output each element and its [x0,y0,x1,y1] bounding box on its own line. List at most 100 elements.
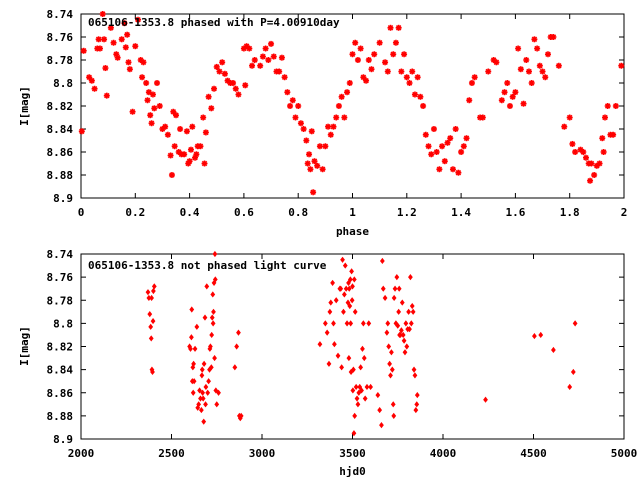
phased-data-point [384,68,391,75]
phased-y-tick-label: 8.86 [47,146,74,159]
unphased-data-point [350,283,355,290]
phased-data-point [183,128,190,135]
phased-data-point [447,135,454,142]
unphased-data-point [150,317,156,325]
unphased-y-tick-label: 8.82 [47,341,74,354]
phased-data-point [173,112,180,119]
phased-y-tick-label: 8.88 [47,169,74,182]
unphased-y-tick-label: 8.9 [53,433,73,446]
unphased-data-point [341,291,347,298]
unphased-y-tick-label: 8.78 [47,294,74,307]
phased-data-point [221,70,228,77]
unphased-data-point [145,289,151,296]
phased-data-point [441,158,448,165]
phased-data-point [536,62,543,69]
unphased-data-point [353,383,359,391]
phased-data-point [181,151,188,158]
phased-data-point [147,112,154,119]
unphased-data-point [391,412,397,419]
unphased-data-point [346,285,352,292]
unphased-x-tick-label: 3000 [249,447,276,460]
unphased-data-point [361,354,367,362]
phased-data-point [211,85,218,92]
unphased-data-point [357,383,363,391]
unphased-data-point [360,320,366,327]
unphased-data-point [188,345,193,352]
phased-data-point [322,143,329,150]
phased-data-point [95,36,102,43]
unphased-data-point [338,285,344,292]
unphased-y-tick-label: 8.76 [47,271,74,284]
unphased-data-point [407,326,412,333]
phased-data-point [177,126,184,132]
phased-data-point [168,172,175,178]
phased-data-point [479,114,486,121]
unphased-data-point [202,314,208,321]
phased-data-point [235,91,242,98]
phased-data-point [187,146,194,153]
unphased-data-point [532,333,537,340]
phased-data-point [392,39,399,46]
phased-data-point [409,68,416,75]
unphased-data-point [411,366,417,373]
phased-x-tick-label: 0.2 [125,206,145,219]
unphased-data-point [352,308,358,315]
unphased-data-point [194,323,200,330]
phased-data-point [401,51,408,58]
phased-data-point [463,135,470,142]
phased-data-point [216,68,223,75]
unphased-chart-title: 065106-1353.8 not phased light curve [88,259,327,272]
unphased-data-point [340,256,345,263]
phased-data-point [78,128,85,135]
phased-data-point [501,89,508,96]
phased-data-point [251,57,258,63]
unphased-data-point [324,329,330,336]
unphased-data-point [350,387,356,394]
unphased-data-point [379,422,384,429]
phased-data-point [330,123,337,130]
phased-data-point [171,143,178,150]
phased-data-point [498,97,505,104]
unphased-data-point [208,364,214,371]
unphased-data-point [385,320,391,327]
phased-data-point [449,166,456,173]
phased-data-point [276,68,283,75]
unphased-data-point [387,360,392,367]
phased-data-point [193,151,200,158]
phased-data-point [354,57,361,63]
phased-data-point [103,92,110,99]
unphased-data-point [203,383,209,391]
unphased-plot-panel: 2000 2500 3000 3500 4000 4500 5000 8.74 8.76 8.78… [18,248,637,478]
phased-x-tick-label: 0 [78,206,85,219]
unphased-data-point [410,308,416,315]
unphased-data-point [344,320,350,327]
phased-data-point [387,24,394,31]
phased-data-point [122,44,129,51]
unphased-data-point [212,276,218,283]
unphased-data-point [413,407,419,414]
unphased-y-tick-label: 8.88 [47,410,74,423]
phased-data-point [297,120,304,127]
unphased-data-point [414,401,420,408]
phased-x-tick-label: 0.4 [180,206,200,219]
unphased-data-point [190,364,196,371]
unphased-data-point [339,364,345,371]
unphased-data-point [354,395,360,402]
unphased-data-point [360,345,365,352]
unphased-data-point [347,276,353,283]
phased-data-point [202,129,209,136]
phased-data-point [325,123,332,130]
unphased-data-point [356,389,362,396]
phased-data-point [600,149,607,155]
unphased-data-point [382,294,388,302]
phased-data-point [319,166,326,173]
unphased-data-point [351,276,357,283]
phased-x-tick-label: 1.4 [451,206,471,219]
unphased-data-point [190,389,196,396]
phased-data-point [371,51,378,58]
phased-data-point [327,131,334,138]
phased-data-point [460,143,467,150]
phased-data-point [230,80,237,86]
unphased-data-point [234,343,240,350]
unphased-data-point [386,343,392,350]
